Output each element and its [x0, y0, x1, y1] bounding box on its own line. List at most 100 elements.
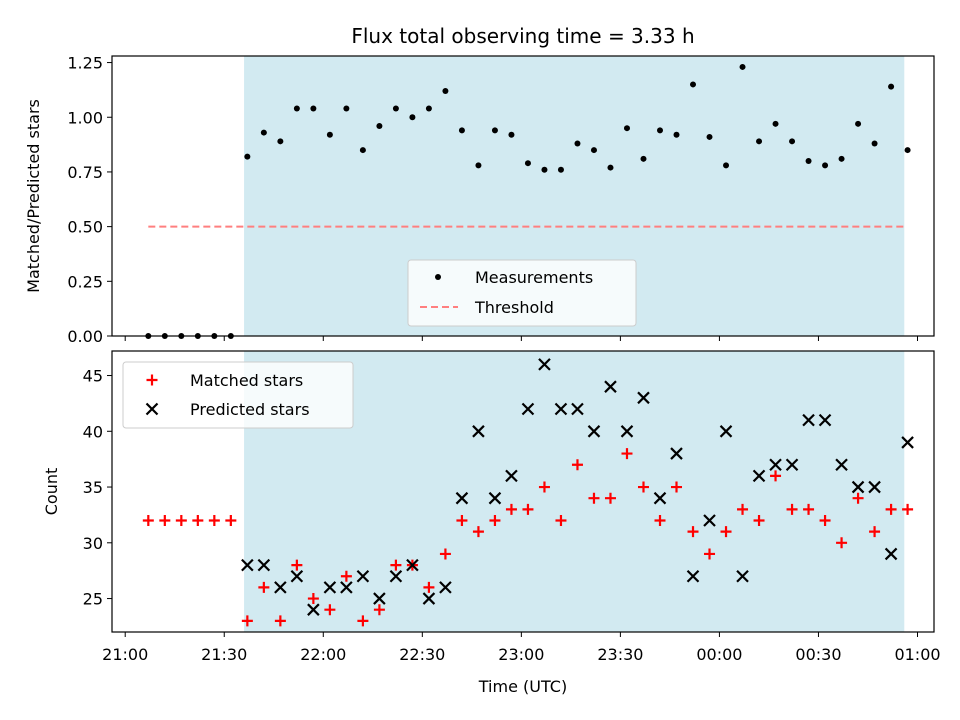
x-tick-label: 22:30 — [399, 645, 445, 664]
predicted-star-point — [571, 402, 584, 416]
measurement-point — [623, 125, 630, 132]
matched-star-point — [571, 459, 583, 471]
predicted-star-point — [851, 480, 865, 494]
legend-marker-measurements — [435, 274, 441, 280]
legend-label-threshold: Threshold — [474, 298, 554, 317]
predicted-star-point — [274, 581, 287, 594]
measurement-point — [541, 166, 548, 173]
predicted-star-point — [521, 402, 535, 416]
measurement-point — [888, 83, 895, 90]
matched-star-point — [472, 526, 484, 538]
x-tick-label: 22:00 — [300, 645, 346, 664]
bottom-observing-span — [244, 351, 905, 632]
measurement-point — [805, 158, 812, 164]
predicted-star-point — [736, 569, 749, 583]
measurement-point — [359, 147, 366, 154]
bottom-y-tick-label: 30 — [83, 534, 103, 553]
measurement-point — [293, 105, 300, 112]
bottom-y-tick-label: 40 — [83, 422, 103, 441]
measurement-point — [244, 153, 251, 160]
measurement-point — [855, 120, 862, 127]
x-axis-label: Time (UTC) — [478, 677, 567, 696]
measurement-point — [574, 140, 581, 147]
matched-star-point — [869, 526, 881, 538]
matched-star-point — [704, 548, 716, 560]
matched-star-point — [885, 503, 897, 515]
predicted-star-point — [373, 592, 386, 605]
top-legend-box — [407, 259, 637, 327]
x-tick-label: 00:00 — [696, 645, 742, 664]
bottom-legend: Matched stars Predicted stars — [122, 361, 354, 429]
top-axes-frame — [111, 55, 935, 337]
measurement-point — [442, 88, 449, 94]
matched-star-point — [637, 481, 649, 493]
bottom-y-axis-label: Count — [42, 468, 61, 516]
predicted-star-point — [785, 458, 799, 472]
measurement-point — [590, 147, 597, 154]
matched-star-point — [621, 448, 633, 460]
measurement-point — [310, 105, 317, 112]
measurement-point — [690, 81, 697, 88]
predicted-star-point — [389, 569, 403, 583]
predicted-star-point — [703, 514, 716, 527]
matched-star-point — [522, 503, 534, 515]
matched-star-point — [505, 503, 517, 515]
matched-star-point — [489, 514, 501, 526]
measurement-point — [260, 129, 267, 136]
measurement-point — [326, 131, 333, 138]
matched-star-point — [307, 593, 319, 605]
measurement-point — [871, 140, 878, 147]
matched-star-point — [604, 492, 616, 504]
measurement-point — [458, 127, 465, 134]
measurement-point — [673, 131, 680, 138]
legend-label-measurements: Measurements — [475, 268, 593, 287]
measurement-point — [739, 63, 746, 70]
measurement-point — [657, 127, 663, 134]
matched-star-point — [819, 514, 831, 526]
matched-star-point — [671, 481, 683, 493]
measurement-point — [789, 138, 796, 145]
predicted-star-point — [307, 603, 320, 616]
matched-star-point — [737, 503, 749, 515]
predicted-star-point — [818, 413, 832, 427]
bottom-y-tick-label: 35 — [83, 478, 103, 497]
matched-star-point — [720, 526, 732, 538]
predicted-star-point — [884, 547, 898, 561]
matched-star-point — [852, 492, 864, 504]
measurement-point — [376, 123, 383, 129]
top-y-tick-label: 0.25 — [67, 272, 103, 291]
measurement-point — [475, 162, 482, 169]
top-y-tick-label: 0.75 — [67, 163, 103, 182]
measurement-point — [508, 131, 515, 138]
top-y-tick-label: 0.50 — [67, 218, 103, 237]
matched-star-point — [340, 570, 352, 582]
measurement-point — [772, 120, 779, 127]
matched-star-point — [142, 514, 154, 526]
measurement-point — [524, 160, 531, 167]
measurement-point — [343, 105, 350, 112]
bottom-y-tick-label: 45 — [83, 367, 103, 386]
chart-title: Flux total observing time = 3.33 h — [351, 24, 694, 48]
predicted-star-point — [241, 558, 254, 572]
matched-star-point — [258, 581, 270, 593]
measurement-point — [706, 133, 713, 140]
predicted-star-point — [455, 491, 469, 505]
matched-star-point — [803, 503, 815, 515]
predicted-star-point — [587, 425, 601, 438]
top-y-axis-label: Matched/Predicted stars — [24, 99, 43, 293]
matched-star-point — [423, 581, 435, 593]
predicted-star-point — [554, 402, 568, 416]
predicted-star-point — [719, 425, 733, 438]
legend-label-matched-stars: Matched stars — [190, 371, 303, 390]
matched-star-point — [439, 548, 451, 560]
x-tick-label: 00:30 — [795, 645, 841, 664]
legend-marker-matched-stars — [146, 374, 158, 386]
predicted-star-point — [769, 458, 782, 472]
predicted-star-point — [802, 413, 815, 427]
measurement-point — [640, 155, 647, 162]
predicted-star-point — [505, 469, 518, 483]
matched-star-point — [192, 514, 204, 526]
top-y-tick-label: 0.00 — [67, 327, 103, 346]
matched-star-point — [654, 514, 666, 526]
